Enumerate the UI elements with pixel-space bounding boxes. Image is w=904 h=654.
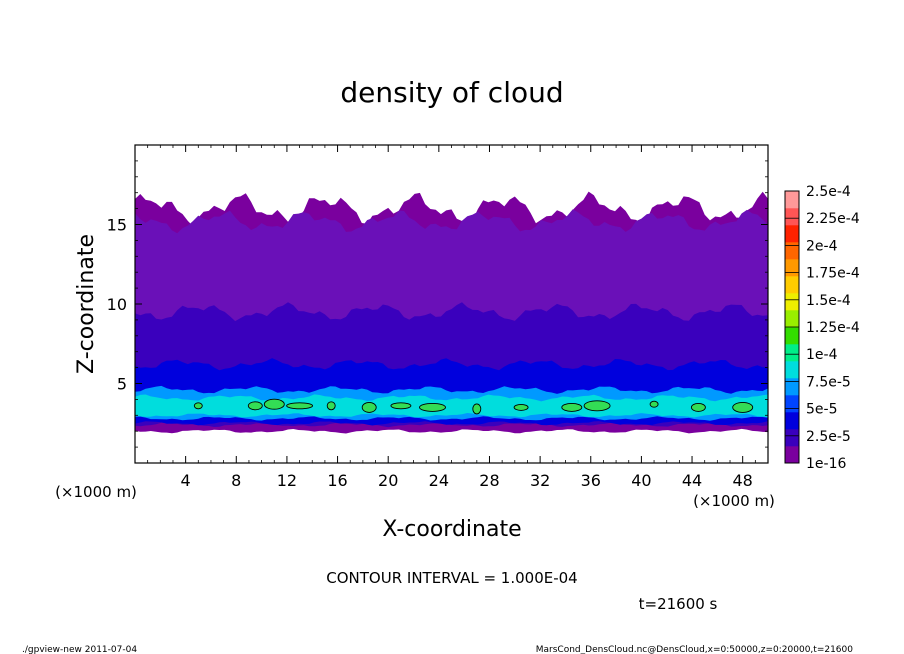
contour-blob-2 (247, 401, 263, 411)
contour-blob-12 (583, 400, 611, 412)
x-tick-label: 40 (631, 471, 651, 490)
contour-blob-8 (419, 402, 446, 412)
contour-blob-15 (732, 401, 754, 413)
chart-title: density of cloud (340, 76, 563, 109)
contour-blob-11 (561, 402, 583, 412)
y-axis: 5 10 15 (107, 160, 768, 448)
colorbar-label: 1e-4 (806, 347, 838, 363)
contour-blob-1 (193, 402, 203, 410)
colorbar-swatch-5 (785, 378, 799, 396)
x-tick-label: 44 (682, 471, 702, 490)
colorbar-swatch-14 (785, 225, 799, 243)
contour-blob-10 (513, 403, 529, 411)
time-label: t=21600 s (639, 595, 718, 613)
colorbar-label: 7.5e-5 (806, 374, 851, 390)
contour-blob-9 (472, 403, 482, 415)
colorbar: 1e-16 2.5e-5 5e-5 7.5e-5 1e-4 1.25e-4 1.5e-4 1.… (784, 184, 860, 472)
colorbar-swatch-12 (785, 259, 799, 277)
colorbar-label: 1.25e-4 (806, 320, 860, 336)
contour-blob-4 (286, 402, 314, 410)
contour-blob-6 (361, 401, 377, 413)
colorbar-label: 2e-4 (806, 238, 838, 254)
x-tick-label: 16 (327, 471, 347, 490)
contour-blob-3 (263, 398, 285, 410)
x-tick-label: 8 (231, 471, 241, 490)
y-tick-label: 5 (117, 375, 127, 394)
x-tick-label: 12 (277, 471, 297, 490)
colorbar-swatch-6 (785, 361, 799, 379)
colorbar-label: 1e-16 (806, 456, 846, 472)
colorbar-swatch-3 (785, 412, 799, 430)
colorbar-swatch-10 (785, 293, 799, 311)
colorbar-swatch-13 (785, 242, 799, 260)
y-tick-label: 15 (107, 216, 127, 235)
colorbar-swatch-4 (785, 395, 799, 413)
colorbar-label: 5e-5 (806, 402, 837, 418)
colorbar-swatch-7 (785, 344, 799, 362)
x-tick-label: 32 (530, 471, 550, 490)
x-tick-label: 36 (581, 471, 601, 490)
x-tick-label: 20 (378, 471, 398, 490)
colorbar-swatch-11 (785, 276, 799, 294)
colorbar-swatch-8 (785, 327, 799, 345)
colorbar-label: 1.5e-4 (806, 293, 851, 309)
contour-blob-13 (649, 400, 659, 408)
colorbar-label: 2.25e-4 (806, 211, 860, 227)
contour-blob-5 (326, 401, 336, 411)
x-axis-unit: (×1000 m) (693, 492, 775, 510)
footer-right: MarsCond_DensCloud.nc@DensCloud,x=0:5000… (536, 645, 853, 654)
x-axis-label: X-coordinate (382, 517, 521, 542)
x-tick-label: 24 (429, 471, 449, 490)
x-tick-label: 28 (479, 471, 499, 490)
colorbar-label: 2.5e-5 (806, 429, 851, 445)
colorbar-swatch-15 (785, 208, 799, 226)
x-axis: 4 8 12 16 20 24 28 32 36 40 44 48 (147, 145, 756, 490)
y-axis-label: Z-coordinate (74, 234, 99, 374)
y-tick-label: 10 (107, 295, 127, 314)
contour-blob-7 (390, 402, 412, 410)
x-tick-label: 4 (181, 471, 191, 490)
x-tick-label: 48 (733, 471, 753, 490)
contour-blob-14 (690, 402, 706, 412)
contour-interval-note: CONTOUR INTERVAL = 1.000E-04 (326, 569, 577, 587)
y-axis-unit: (×1000 m) (55, 483, 137, 501)
colorbar-swatch-16 (785, 191, 799, 209)
colorbar-label: 2.5e-4 (806, 184, 851, 200)
colorbar-label: 1.75e-4 (806, 266, 860, 282)
footer-left: ./gpview-new 2011-07-04 (22, 645, 137, 654)
density-band-6 (135, 394, 768, 418)
plot-area (135, 191, 768, 434)
colorbar-swatch-1 (785, 446, 799, 464)
colorbar-swatch-2 (785, 429, 799, 447)
colorbar-swatch-9 (785, 310, 799, 328)
